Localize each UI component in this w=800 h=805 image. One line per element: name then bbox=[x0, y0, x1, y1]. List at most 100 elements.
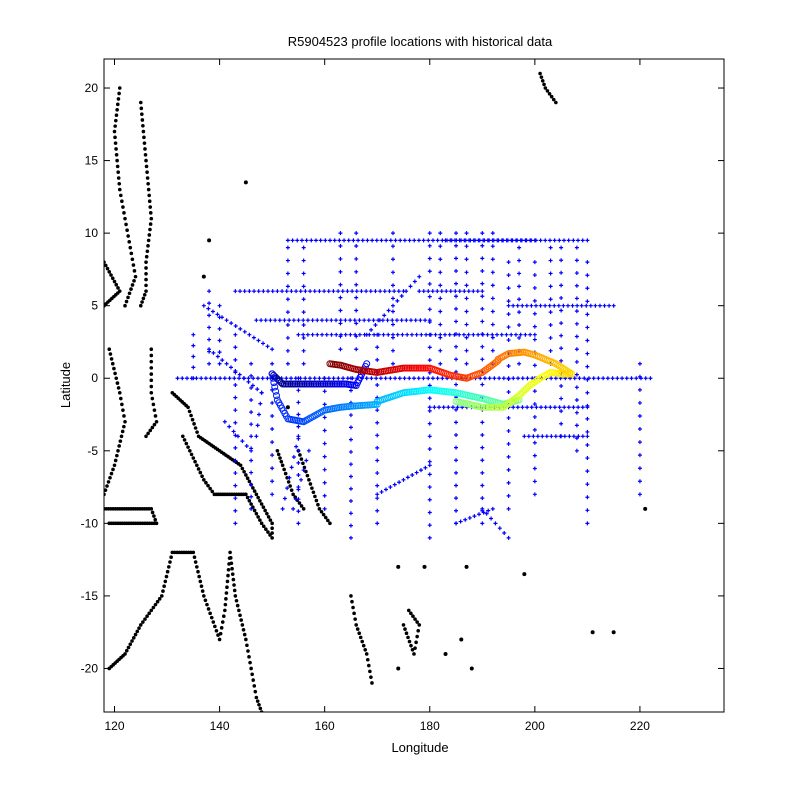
historical-profile-point bbox=[506, 506, 511, 511]
historical-profile-point bbox=[559, 321, 564, 326]
historical-profile-point bbox=[506, 480, 511, 485]
historical-profile-point bbox=[585, 351, 590, 356]
historical-profile-point bbox=[289, 289, 294, 294]
historical-profile-point bbox=[220, 315, 225, 320]
historical-profile-point bbox=[348, 449, 353, 454]
historical-profile-point bbox=[559, 333, 564, 338]
coastline-point bbox=[149, 507, 154, 511]
historical-profile-point bbox=[342, 238, 347, 243]
historical-profile-point bbox=[369, 376, 374, 381]
historical-profile-point bbox=[375, 357, 380, 362]
historical-profile-point bbox=[332, 238, 337, 243]
coastline-point bbox=[146, 244, 150, 248]
historical-profile-point bbox=[237, 372, 242, 377]
float-track-point bbox=[273, 392, 281, 400]
historical-profile-point bbox=[480, 433, 485, 438]
historical-profile-point bbox=[553, 376, 558, 381]
coastline-point bbox=[256, 515, 260, 519]
historical-profile-point bbox=[523, 332, 528, 337]
historical-profile-point bbox=[296, 448, 301, 453]
historical-profile-point bbox=[438, 332, 443, 337]
historical-profile-point bbox=[471, 289, 476, 294]
historical-profile-point bbox=[506, 535, 511, 540]
historical-profile-point bbox=[211, 350, 216, 355]
coastline-point bbox=[116, 97, 121, 101]
historical-profile-point bbox=[266, 289, 271, 294]
coastline-point bbox=[193, 560, 198, 564]
historical-profile-point bbox=[390, 296, 395, 301]
coastline-point bbox=[120, 429, 125, 434]
coastline-point bbox=[307, 478, 311, 482]
historical-profile-point bbox=[637, 400, 642, 405]
coastline-point bbox=[128, 642, 133, 647]
float-track-point bbox=[268, 370, 276, 378]
coastline-point bbox=[150, 510, 155, 515]
historical-profile-point bbox=[543, 238, 548, 243]
historical-profile-point bbox=[561, 303, 566, 308]
coastline-point bbox=[151, 605, 156, 610]
historical-profile-point bbox=[532, 324, 537, 329]
historical-profile-point bbox=[324, 318, 329, 323]
historical-profile-point bbox=[558, 434, 563, 439]
coastline-point bbox=[459, 637, 464, 642]
coastline-point bbox=[130, 283, 135, 287]
coastline-point bbox=[168, 560, 172, 564]
historical-profile-point bbox=[220, 358, 225, 363]
y-tick-label: -15 bbox=[81, 589, 99, 603]
historical-profile-point bbox=[207, 325, 212, 330]
x-tick-label: 140 bbox=[210, 719, 230, 733]
historical-profile-point bbox=[348, 332, 353, 337]
historical-profile-point bbox=[273, 318, 278, 323]
historical-profile-point bbox=[580, 434, 585, 439]
coastline-point bbox=[244, 637, 248, 642]
historical-profile-point bbox=[249, 361, 254, 366]
coastline-point bbox=[220, 620, 225, 624]
coastline-point bbox=[124, 222, 128, 227]
historical-profile-point bbox=[326, 376, 331, 381]
historical-profile-point bbox=[517, 245, 522, 250]
historical-profile-point bbox=[255, 387, 260, 392]
coastline-point bbox=[189, 413, 193, 418]
historical-profile-point bbox=[256, 338, 261, 343]
coastline-point bbox=[230, 566, 234, 571]
historical-profile-point bbox=[476, 332, 481, 337]
coastline-point bbox=[232, 583, 236, 587]
historical-profile-point bbox=[435, 376, 440, 381]
historical-profile-point bbox=[217, 338, 222, 343]
coastline-point bbox=[231, 577, 236, 582]
coastline-point bbox=[187, 409, 192, 414]
coastline-point bbox=[149, 353, 154, 358]
historical-profile-point bbox=[428, 332, 433, 337]
historical-profile-point bbox=[381, 332, 386, 337]
historical-profile-point bbox=[548, 284, 553, 289]
historical-profile-point bbox=[464, 309, 469, 314]
historical-profile-point bbox=[249, 373, 254, 378]
historical-profile-point bbox=[285, 323, 290, 328]
coastline-point bbox=[144, 277, 148, 282]
coastline-point bbox=[152, 514, 156, 518]
coastline-point bbox=[104, 263, 108, 268]
historical-profile-point bbox=[532, 414, 537, 419]
x-tick-label: 220 bbox=[630, 719, 650, 733]
coastline-point bbox=[242, 469, 246, 474]
historical-profile-point bbox=[348, 499, 353, 504]
coastline-point bbox=[114, 118, 118, 123]
coastline-point bbox=[110, 276, 115, 281]
historical-profile-point bbox=[524, 303, 529, 308]
coastline-point bbox=[141, 129, 146, 134]
historical-profile-point bbox=[249, 506, 254, 511]
historical-profile-point bbox=[390, 231, 395, 236]
coastline-point bbox=[249, 502, 253, 506]
historical-profile-point bbox=[331, 289, 336, 294]
coastline-point bbox=[235, 603, 240, 608]
historical-profile-point bbox=[296, 318, 301, 323]
coastline-point bbox=[147, 233, 152, 237]
historical-profile-point bbox=[270, 440, 275, 445]
historical-profile-point bbox=[348, 318, 353, 323]
historical-profile-point bbox=[513, 332, 518, 337]
historical-profile-point bbox=[548, 335, 553, 340]
coastline-point bbox=[115, 102, 120, 107]
historical-profile-point bbox=[270, 492, 275, 497]
historical-profile-point bbox=[303, 376, 308, 381]
historical-profile-point bbox=[375, 483, 380, 488]
